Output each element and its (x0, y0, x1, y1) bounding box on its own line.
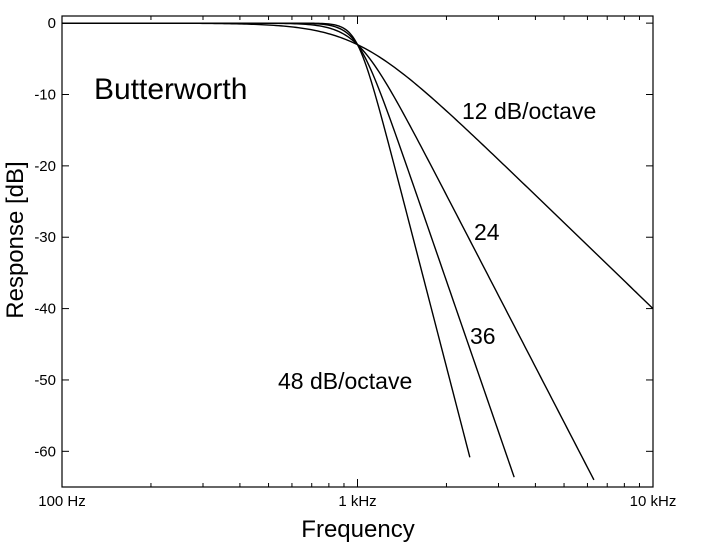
chart-title: Butterworth (94, 73, 247, 106)
y-tick-label: -50 (34, 372, 56, 389)
x-tick-label: 100 Hz (38, 493, 86, 510)
y-axis-title: Response [dB] (2, 161, 29, 318)
plot-frame (61, 15, 654, 488)
x-tick-label: 1 kHz (338, 493, 376, 510)
y-tick-label: -40 (34, 301, 56, 318)
series-curves (62, 22, 654, 481)
x-tick-labels: 100 Hz 1 kHz 10 kHz (38, 493, 676, 510)
series-order-2-line (62, 22, 654, 310)
y-tick-label: -20 (34, 158, 56, 175)
annotation-48db: 48 dB/octave (278, 368, 412, 394)
y-tick-labels: 0 -10 -20 -30 -40 -50 -60 (34, 15, 56, 460)
ticks (61, 16, 653, 487)
x-tick-label: 10 kHz (630, 493, 677, 510)
annotation-36: 36 (470, 323, 496, 349)
x-axis-title: Frequency (301, 516, 414, 543)
y-tick-label: 0 (48, 15, 56, 32)
annotation-24: 24 (474, 219, 500, 245)
series-order-8-line (62, 22, 471, 458)
y-tick-label: -60 (34, 443, 56, 460)
y-tick-label: -10 (34, 87, 56, 104)
y-tick-label: -30 (34, 229, 56, 246)
annotation-12db: 12 dB/octave (462, 98, 596, 124)
